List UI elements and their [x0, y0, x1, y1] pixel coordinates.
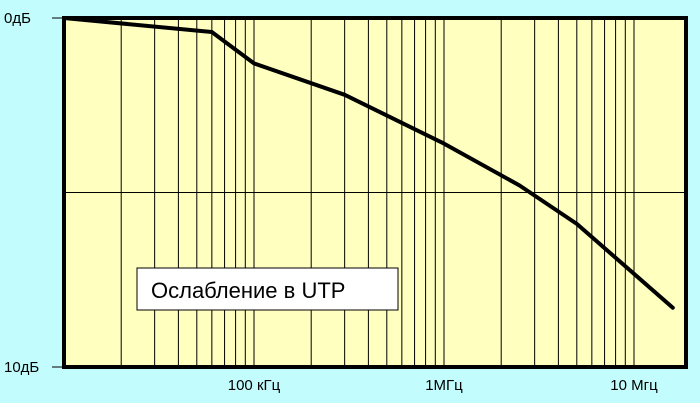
tick-labels: 100 кГц 1МГц 10 Мгц 0дБ 10дБ — [4, 10, 658, 394]
annotation-box — [136, 267, 399, 311]
plot-frame — [62, 16, 688, 369]
y-tick-label: 10дБ — [4, 359, 39, 376]
x-tick-label: 10 Мгц — [610, 377, 658, 394]
annotation: Ослабление в UTP — [136, 267, 399, 311]
x-tick-label: 100 кГц — [228, 377, 281, 394]
series-layer — [62, 16, 675, 310]
annotation-text: Ослабление в UTP — [151, 278, 345, 303]
x-tick-label: 1МГц — [425, 377, 463, 394]
y-tick-label: 0дБ — [4, 10, 31, 27]
series-line-0 — [62, 16, 675, 310]
